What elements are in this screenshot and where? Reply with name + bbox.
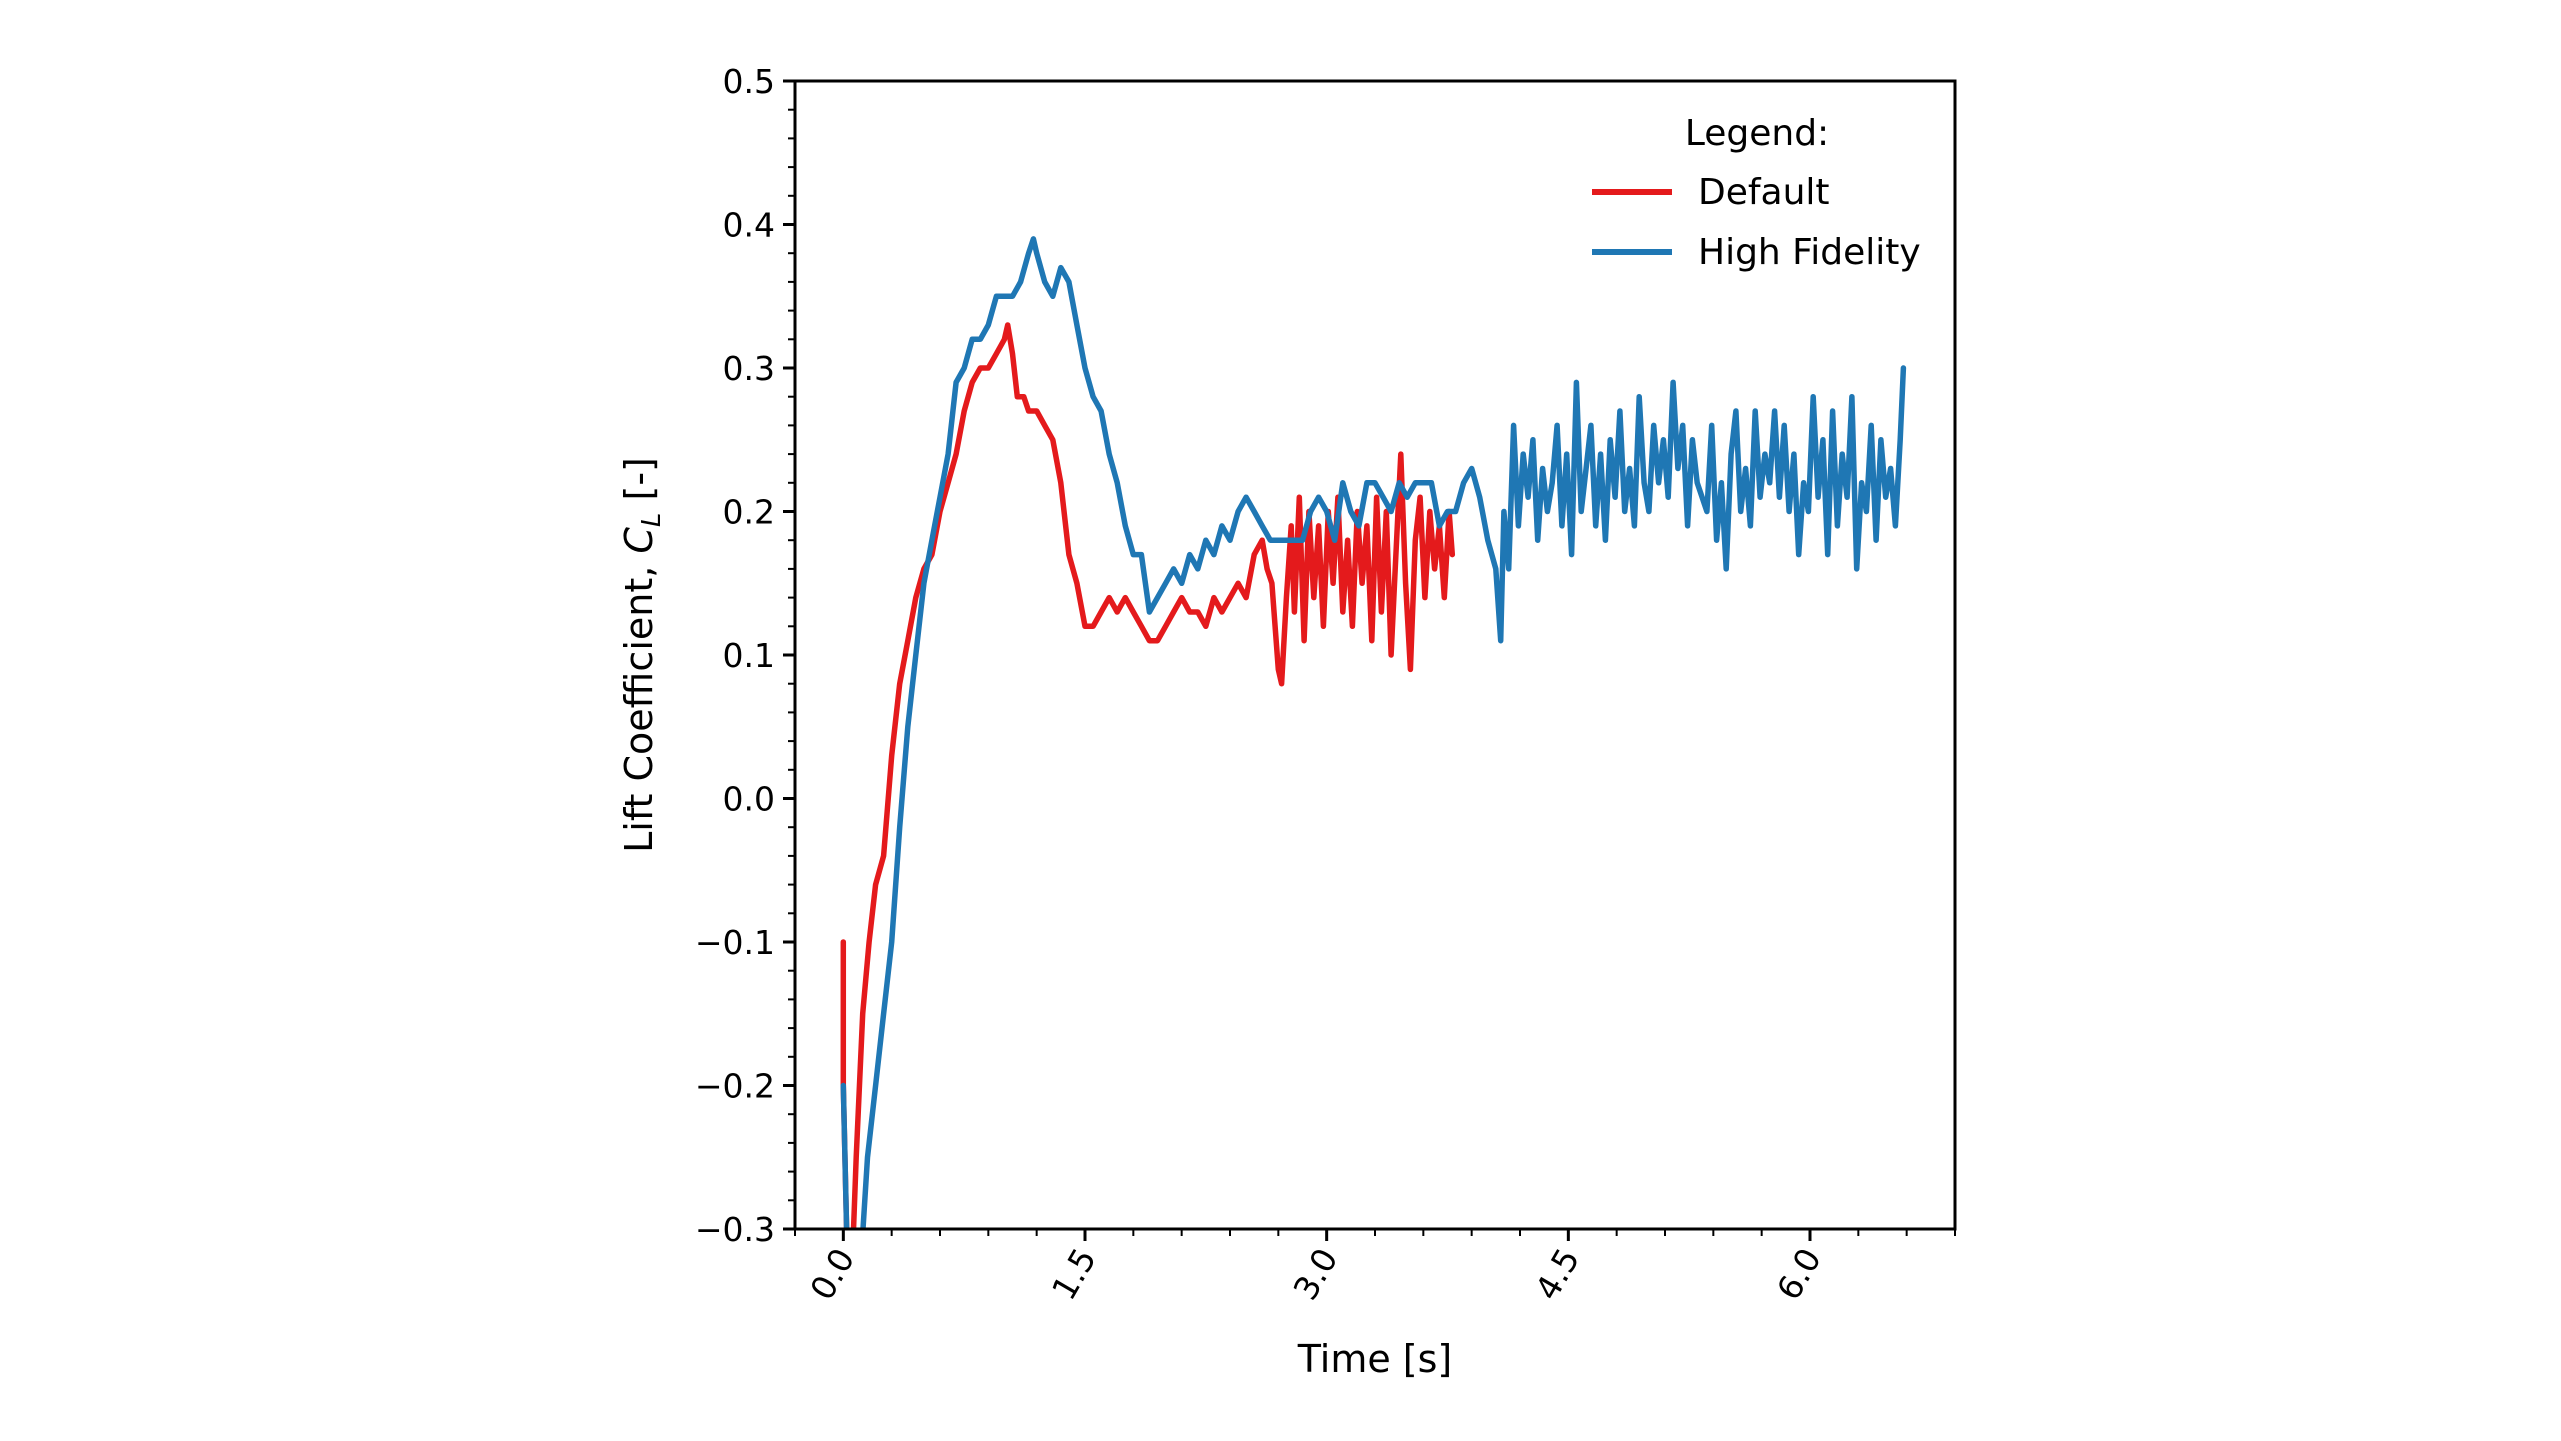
minor-tick-layer xyxy=(788,108,1956,1236)
legend-label-high-fidelity: High Fidelity xyxy=(1698,232,1921,273)
series-line-default xyxy=(840,322,1456,1229)
legend: Legend: Default High Fidelity xyxy=(1592,113,1921,273)
y-tick-label: 0.4 xyxy=(723,206,775,245)
y-axis-label: Lift Coefficient, CL [-] xyxy=(617,457,667,853)
y-tick-label: 0.5 xyxy=(723,62,775,101)
x-axis-label: Time [s] xyxy=(1297,1337,1453,1381)
y-tick-label: −0.1 xyxy=(695,923,775,962)
series-line-high-fidelity xyxy=(840,236,1907,1229)
legend-title: Legend: xyxy=(1685,113,1829,154)
series-layer xyxy=(840,236,1907,1229)
y-tick-label: −0.3 xyxy=(695,1210,775,1249)
x-tick-label: 1.5 xyxy=(1044,1242,1104,1307)
y-tick-label: 0.1 xyxy=(723,636,775,675)
y-tick-label: 0.0 xyxy=(723,780,775,819)
x-tick-label: 4.5 xyxy=(1527,1242,1587,1307)
x-tick-label: 6.0 xyxy=(1769,1242,1829,1307)
y-tick-label: 0.2 xyxy=(723,493,775,532)
y-axis-label-text: Lift Coefficient, xyxy=(617,554,661,853)
y-axis-label-subscript: L xyxy=(637,513,667,528)
y-tick-label: 0.3 xyxy=(723,349,775,388)
y-axis-label-symbol: C xyxy=(617,527,661,554)
x-tick-label: 0.0 xyxy=(802,1242,862,1307)
y-tick-label: −0.2 xyxy=(695,1067,775,1106)
y-axis-label-unit: [-] xyxy=(617,457,661,512)
x-tick-label: 3.0 xyxy=(1286,1242,1346,1307)
tick-layer: −0.3 −0.2 −0.1 0.0 0.1 0.2 0.3 0.4 0.5 0.0 1.5 3.0 4… xyxy=(695,62,1829,1306)
legend-label-default: Default xyxy=(1698,172,1830,213)
